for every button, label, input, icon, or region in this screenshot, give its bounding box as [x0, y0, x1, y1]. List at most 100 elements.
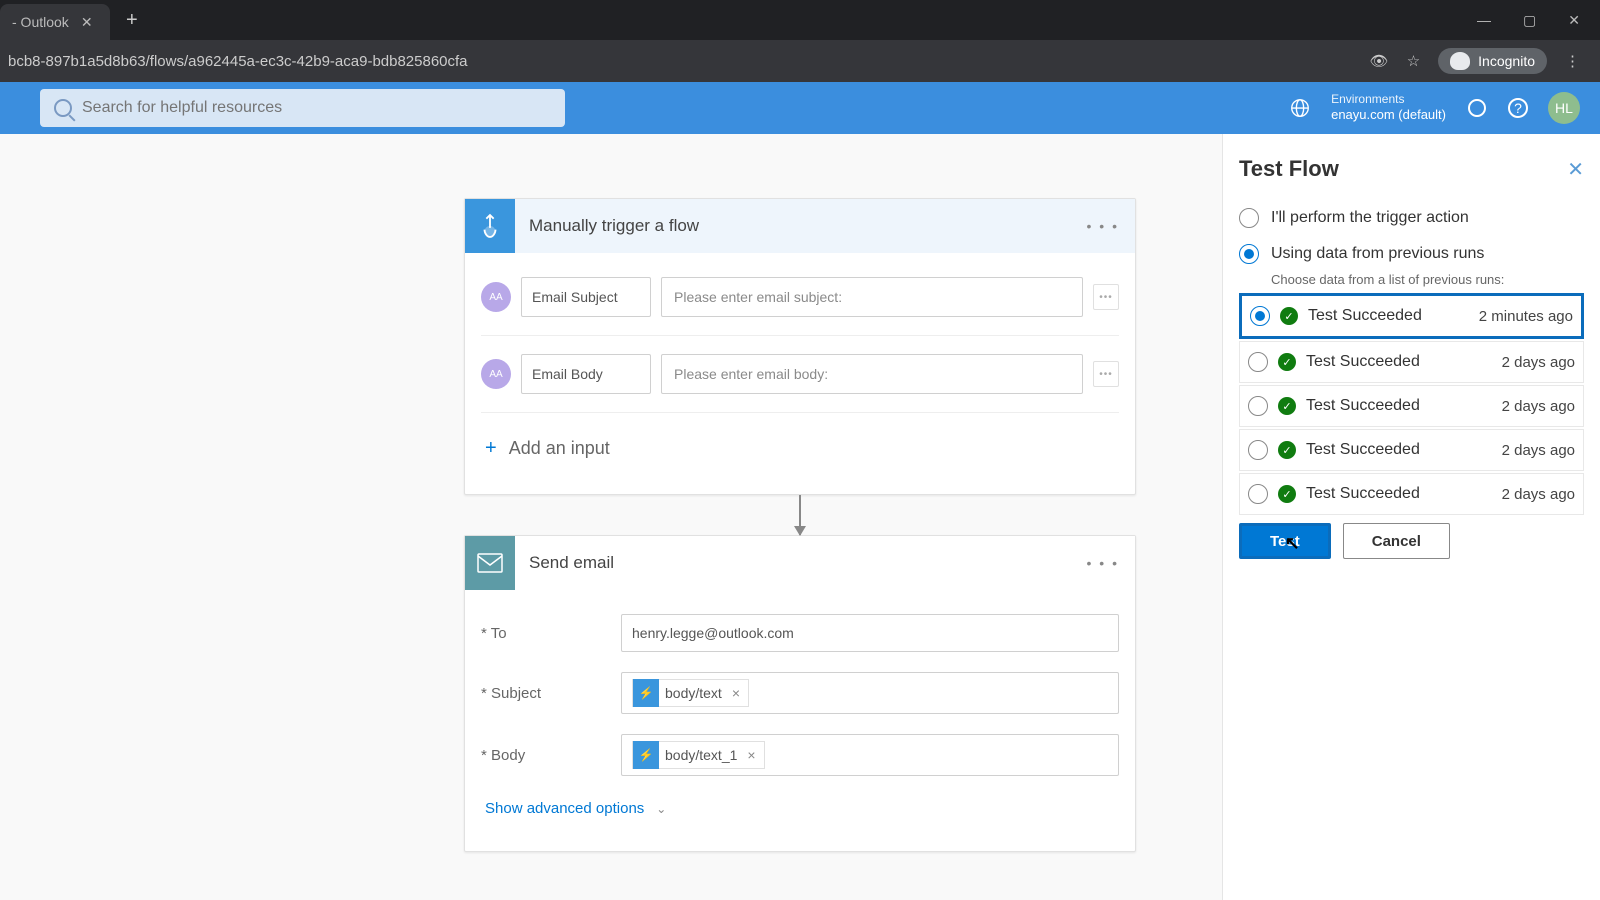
- run-radio-icon: [1248, 440, 1268, 460]
- option-previous-label: Using data from previous runs: [1271, 245, 1484, 263]
- settings-gear-icon[interactable]: [1466, 97, 1488, 119]
- body-input[interactable]: ⚡ body/text_1 ×: [621, 734, 1119, 776]
- success-check-icon: ✓: [1278, 397, 1296, 415]
- browser-tab[interactable]: - Outlook ✕: [0, 4, 110, 40]
- new-tab-button[interactable]: +: [126, 9, 138, 32]
- run-timestamp: 2 minutes ago: [1479, 308, 1573, 325]
- divider: [481, 412, 1119, 413]
- divider: [481, 335, 1119, 336]
- bookmark-star-icon[interactable]: ☆: [1407, 52, 1420, 70]
- advanced-label: Show advanced options: [485, 800, 644, 817]
- trigger-menu-icon[interactable]: • • •: [1087, 218, 1119, 234]
- trigger-card: Manually trigger a flow • • • AA Email S…: [464, 198, 1136, 495]
- trigger-title: Manually trigger a flow: [529, 216, 1087, 236]
- run-label: Test Succeeded: [1308, 307, 1469, 325]
- panel-title: Test Flow: [1239, 156, 1339, 182]
- run-item[interactable]: ✓ Test Succeeded 2 minutes ago: [1239, 293, 1584, 339]
- action-header[interactable]: Send email • • •: [465, 536, 1135, 590]
- dynamic-token[interactable]: ⚡ body/text_1 ×: [632, 741, 765, 769]
- window-controls: — ▢ ✕: [1477, 12, 1600, 29]
- minimize-icon[interactable]: —: [1477, 12, 1491, 29]
- action-card: Send email • • • * To henry.legge@outloo…: [464, 535, 1136, 852]
- add-input-button[interactable]: + Add an input: [481, 421, 1119, 480]
- token-remove-icon[interactable]: ×: [747, 747, 755, 763]
- token-text: body/text: [665, 685, 722, 701]
- radio-icon: [1239, 208, 1259, 228]
- show-advanced-link[interactable]: Show advanced options ⌄: [481, 786, 1119, 837]
- dynamic-token[interactable]: ⚡ body/text ×: [632, 679, 749, 707]
- run-item[interactable]: ✓Test Succeeded2 days ago: [1239, 385, 1584, 427]
- close-window-icon[interactable]: ✕: [1568, 12, 1580, 29]
- trigger-param-row: AA Email Subject Please enter email subj…: [481, 267, 1119, 327]
- text-param-icon: AA: [481, 282, 511, 312]
- eye-off-icon[interactable]: 👁: [1370, 52, 1389, 70]
- success-check-icon: ✓: [1280, 307, 1298, 325]
- option-manual-trigger[interactable]: I'll perform the trigger action: [1239, 200, 1584, 236]
- action-title: Send email: [529, 553, 1087, 573]
- email-to-row: * To henry.legge@outlook.com: [481, 604, 1119, 662]
- test-flow-panel: Test Flow ✕ I'll perform the trigger act…: [1222, 134, 1600, 900]
- option-previous-runs[interactable]: Using data from previous runs: [1239, 236, 1584, 272]
- cancel-button[interactable]: Cancel: [1343, 523, 1450, 559]
- radio-checked-icon: [1239, 244, 1259, 264]
- app-header: Environments enayu.com (default) ? HL: [0, 82, 1600, 134]
- user-avatar[interactable]: HL: [1548, 92, 1580, 124]
- run-item[interactable]: ✓Test Succeeded2 days ago: [1239, 473, 1584, 515]
- tab-title: - Outlook: [12, 14, 69, 30]
- chevron-down-icon: ⌄: [656, 802, 666, 816]
- maximize-icon[interactable]: ▢: [1523, 12, 1536, 29]
- text-param-icon: AA: [481, 359, 511, 389]
- panel-close-icon[interactable]: ✕: [1567, 157, 1584, 182]
- success-check-icon: ✓: [1278, 441, 1296, 459]
- to-label: * To: [481, 625, 621, 642]
- subject-input[interactable]: ⚡ body/text ×: [621, 672, 1119, 714]
- cancel-button-label: Cancel: [1372, 533, 1421, 550]
- environment-selector[interactable]: Environments enayu.com (default): [1331, 92, 1446, 124]
- param-menu-icon[interactable]: •••: [1093, 284, 1119, 310]
- email-subject-row: * Subject ⚡ body/text ×: [481, 662, 1119, 724]
- url-text[interactable]: bcb8-897b1a5d8b63/flows/a962445a-ec3c-42…: [8, 53, 1370, 70]
- test-button-label: Test: [1270, 533, 1300, 550]
- address-bar: bcb8-897b1a5d8b63/flows/a962445a-ec3c-42…: [0, 40, 1600, 82]
- run-item[interactable]: ✓Test Succeeded2 days ago: [1239, 341, 1584, 383]
- run-item[interactable]: ✓Test Succeeded2 days ago: [1239, 429, 1584, 471]
- flow-canvas: Manually trigger a flow • • • AA Email S…: [0, 134, 1600, 900]
- search-input[interactable]: [82, 99, 551, 117]
- plus-icon: +: [485, 437, 497, 460]
- help-icon[interactable]: ?: [1508, 98, 1528, 118]
- param-label-subject[interactable]: Email Subject: [521, 277, 651, 317]
- to-input[interactable]: henry.legge@outlook.com: [621, 614, 1119, 652]
- environment-label: Environments: [1331, 92, 1446, 108]
- token-remove-icon[interactable]: ×: [732, 685, 740, 701]
- search-box[interactable]: [40, 89, 565, 127]
- param-menu-icon[interactable]: •••: [1093, 361, 1119, 387]
- param-input-body[interactable]: Please enter email body:: [661, 354, 1083, 394]
- test-button[interactable]: Test ↖: [1239, 523, 1331, 559]
- tab-close-icon[interactable]: ✕: [81, 14, 93, 31]
- previous-runs-subtext: Choose data from a list of previous runs…: [1271, 272, 1584, 287]
- flow-arrow-icon: [799, 495, 801, 535]
- environment-icon[interactable]: [1289, 97, 1311, 119]
- run-label: Test Succeeded: [1306, 353, 1492, 371]
- action-menu-icon[interactable]: • • •: [1087, 555, 1119, 571]
- param-label-body[interactable]: Email Body: [521, 354, 651, 394]
- token-icon: ⚡: [633, 679, 659, 707]
- incognito-label: Incognito: [1478, 53, 1535, 69]
- option-manual-label: I'll perform the trigger action: [1271, 209, 1469, 227]
- trigger-header[interactable]: Manually trigger a flow • • •: [465, 199, 1135, 253]
- body-label: * Body: [481, 747, 621, 764]
- search-icon: [54, 99, 72, 117]
- run-label: Test Succeeded: [1306, 441, 1492, 459]
- success-check-icon: ✓: [1278, 353, 1296, 371]
- run-radio-icon: [1250, 306, 1270, 326]
- run-radio-icon: [1248, 352, 1268, 372]
- environment-name: enayu.com (default): [1331, 107, 1446, 124]
- trigger-icon: [465, 199, 515, 253]
- run-timestamp: 2 days ago: [1502, 486, 1575, 503]
- browser-menu-icon[interactable]: ⋮: [1565, 52, 1580, 70]
- browser-tab-bar: - Outlook ✕ + — ▢ ✕: [0, 0, 1600, 40]
- run-label: Test Succeeded: [1306, 485, 1492, 503]
- token-text: body/text_1: [665, 747, 737, 763]
- param-input-subject[interactable]: Please enter email subject:: [661, 277, 1083, 317]
- run-label: Test Succeeded: [1306, 397, 1492, 415]
